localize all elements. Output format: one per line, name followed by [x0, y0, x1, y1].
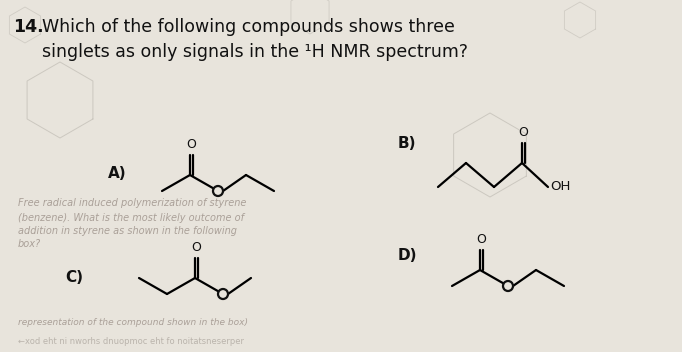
Text: Which of the following compounds shows three
singlets as only signals in the ¹H : Which of the following compounds shows t…	[42, 18, 468, 61]
Text: OH: OH	[550, 181, 570, 194]
Text: O: O	[191, 241, 201, 254]
Text: D): D)	[398, 247, 417, 263]
Text: Free radical induced polymerization of styrene: Free radical induced polymerization of s…	[18, 198, 246, 208]
Text: O: O	[476, 233, 486, 246]
Text: A): A)	[108, 165, 127, 181]
Text: O: O	[186, 138, 196, 151]
Text: representation of the compound shown in the box): representation of the compound shown in …	[18, 318, 248, 327]
Text: C): C)	[65, 270, 83, 285]
Circle shape	[213, 186, 223, 196]
Text: addition in styrene as shown in the following: addition in styrene as shown in the foll…	[18, 226, 237, 236]
Text: (benzene). What is the most likely outcome of: (benzene). What is the most likely outco…	[18, 213, 244, 223]
Circle shape	[503, 281, 513, 291]
Circle shape	[218, 289, 228, 299]
Text: O: O	[518, 126, 528, 139]
Text: box?: box?	[18, 239, 41, 249]
Text: ←xod eht ni nworhs dnuopmoc eht fo noitatsneserper: ←xod eht ni nworhs dnuopmoc eht fo noita…	[18, 337, 244, 346]
Text: 14.: 14.	[13, 18, 44, 36]
Text: B): B)	[398, 136, 417, 151]
